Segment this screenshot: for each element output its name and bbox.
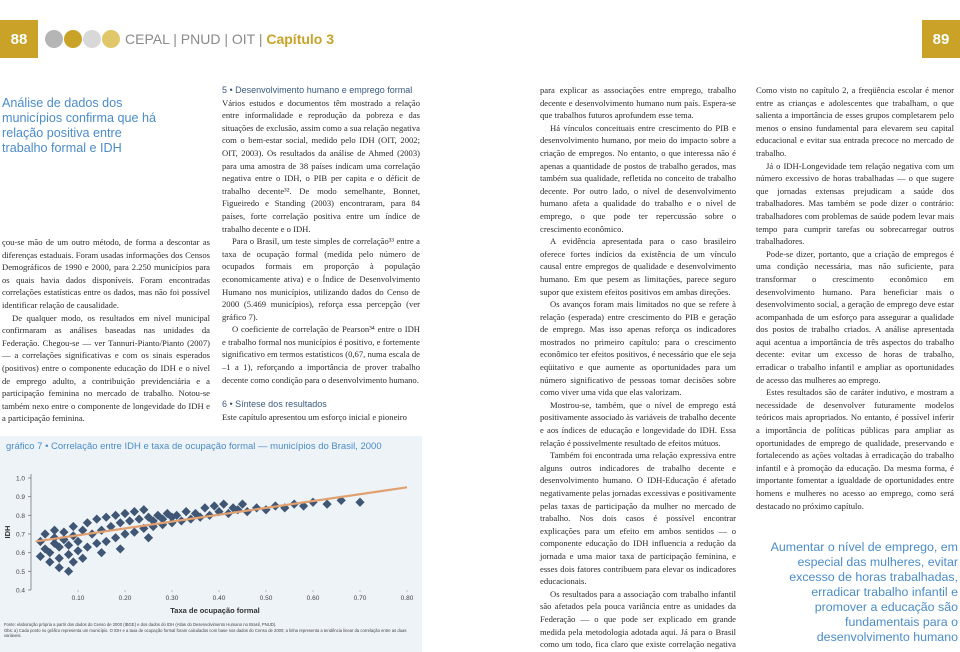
data-point (111, 533, 121, 543)
data-point (237, 499, 248, 509)
running-title-text: CEPAL | PNUD | OIT | (125, 31, 263, 47)
paragraph: Também foi encontrada uma relação expres… (540, 450, 736, 587)
paragraph: Estes resultados são de caráter indutivo… (756, 387, 954, 511)
data-point (64, 540, 74, 550)
paragraph: çou-se mão de um outro método, de forma … (2, 237, 210, 310)
data-point (78, 525, 88, 535)
data-point (96, 525, 107, 535)
section-heading: 5 • Desenvolvimento humano e emprego for… (222, 85, 413, 95)
data-point (64, 549, 74, 560)
paragraph: para explicar as associações entre empre… (540, 85, 736, 121)
y-tick-label: 0.6 (16, 550, 25, 557)
data-point (322, 499, 332, 509)
paragraph: Vários estudos e documentos têm mostrado… (222, 97, 420, 234)
column: 5 • Desenvolvimento humano e emprego for… (222, 84, 420, 423)
section-body: Este capítulo apresentou um esforço inic… (222, 411, 420, 424)
data-point (209, 501, 219, 511)
x-tick-label: 0.50 (260, 595, 273, 602)
data-point (49, 525, 60, 535)
data-point (45, 557, 55, 567)
paragraph: Os resultados para a associação com trab… (540, 588, 736, 652)
y-tick-label: 0.5 (16, 569, 25, 576)
x-tick-label: 0.70 (354, 595, 367, 602)
column: para explicar as associações entre empre… (540, 84, 736, 652)
data-point (68, 557, 78, 567)
chart-title: gráfico 7 • Correlação entre IDH e taxa … (6, 441, 382, 452)
paragraph: Este capítulo apresentou um esforço inic… (222, 411, 407, 422)
paragraph: Para o Brasil, um teste simples de corre… (222, 236, 420, 322)
paragraph: Os avanços foram mais limitados no que s… (540, 299, 736, 398)
y-tick-label: 1.0 (16, 476, 25, 483)
y-tick-label: 0.4 (16, 588, 25, 595)
data-point (82, 518, 92, 528)
logo-dots (45, 30, 120, 48)
paragraph: Já o IDH-Longevidade tem relação negativ… (756, 160, 954, 247)
x-tick-label: 0.40 (213, 595, 226, 602)
x-tick-label: 0.60 (307, 595, 320, 602)
paragraph: Como visto no capítulo 2, a freqüência e… (756, 85, 954, 158)
data-point (82, 542, 92, 552)
data-point (355, 497, 365, 507)
note: Obs: a) Cada ponto no gráfico representa… (4, 627, 407, 639)
chart-notes: Fonte: elaboração própria a partir dos d… (4, 622, 407, 639)
data-point (252, 503, 262, 513)
data-point (106, 521, 116, 532)
x-tick-label: 0.30 (166, 595, 179, 602)
data-point (101, 512, 111, 522)
x-tick-label: 0.20 (119, 595, 132, 602)
paragraph: Pode-se dizer, portanto, que a criação d… (756, 248, 954, 385)
paragraph: A evidência apresentada para o caso bras… (540, 236, 736, 297)
x-tick-label: 0.80 (401, 595, 414, 602)
sidebar-quote: Análise de dados dos municípios confirma… (2, 96, 157, 155)
y-axis-title: IDH (3, 526, 12, 539)
data-point (167, 512, 177, 522)
data-point (143, 533, 154, 543)
paragraph: De qualquer modo, os resultados em nível… (2, 312, 210, 424)
y-tick-label: 0.9 (16, 494, 25, 501)
data-point (73, 536, 83, 547)
x-tick-label: 0.10 (72, 595, 85, 602)
y-tick-label: 0.8 (16, 513, 25, 520)
data-point (115, 518, 125, 528)
trend-line (35, 486, 408, 543)
page-number: 89 (922, 20, 960, 58)
pull-quote: Aumentar o nível de emprego, em especial… (770, 540, 958, 644)
source: Fonte: elaboração própria a partir dos d… (4, 622, 277, 627)
data-point (78, 553, 88, 563)
chart-background (0, 436, 422, 652)
paragraph: Há vínculos conceituais entre cresciment… (540, 122, 736, 234)
data-point (120, 529, 130, 539)
section-body: Vários estudos e documentos têm mostrado… (222, 97, 420, 387)
page-number: 88 (0, 20, 38, 58)
data-point (280, 503, 290, 513)
data-point (40, 529, 50, 539)
chapter: Capítulo 3 (266, 31, 335, 47)
y-tick-label: 0.7 (16, 532, 25, 539)
data-point (54, 553, 64, 563)
x-axis-title: Taxa de ocupação formal (170, 606, 259, 615)
data-point (101, 536, 111, 547)
section-heading: 6 • Síntese dos resultados (222, 399, 327, 410)
paragraph: O coeficiente de correlação de Pearson³⁴… (222, 324, 420, 385)
data-point (68, 521, 78, 532)
paragraph: Mostrou-se, também, que o nível de empre… (540, 399, 736, 448)
column: Como visto no capítulo 2, a freqüência e… (756, 84, 954, 512)
running-title: CEPAL | PNUD | OIT | Capítulo 3 (125, 31, 334, 47)
data-point (299, 501, 309, 511)
column: çou-se mão de um outro método, de forma … (2, 236, 210, 425)
chart: gráfico 7 • Correlação entre IDH e taxa … (0, 436, 422, 652)
